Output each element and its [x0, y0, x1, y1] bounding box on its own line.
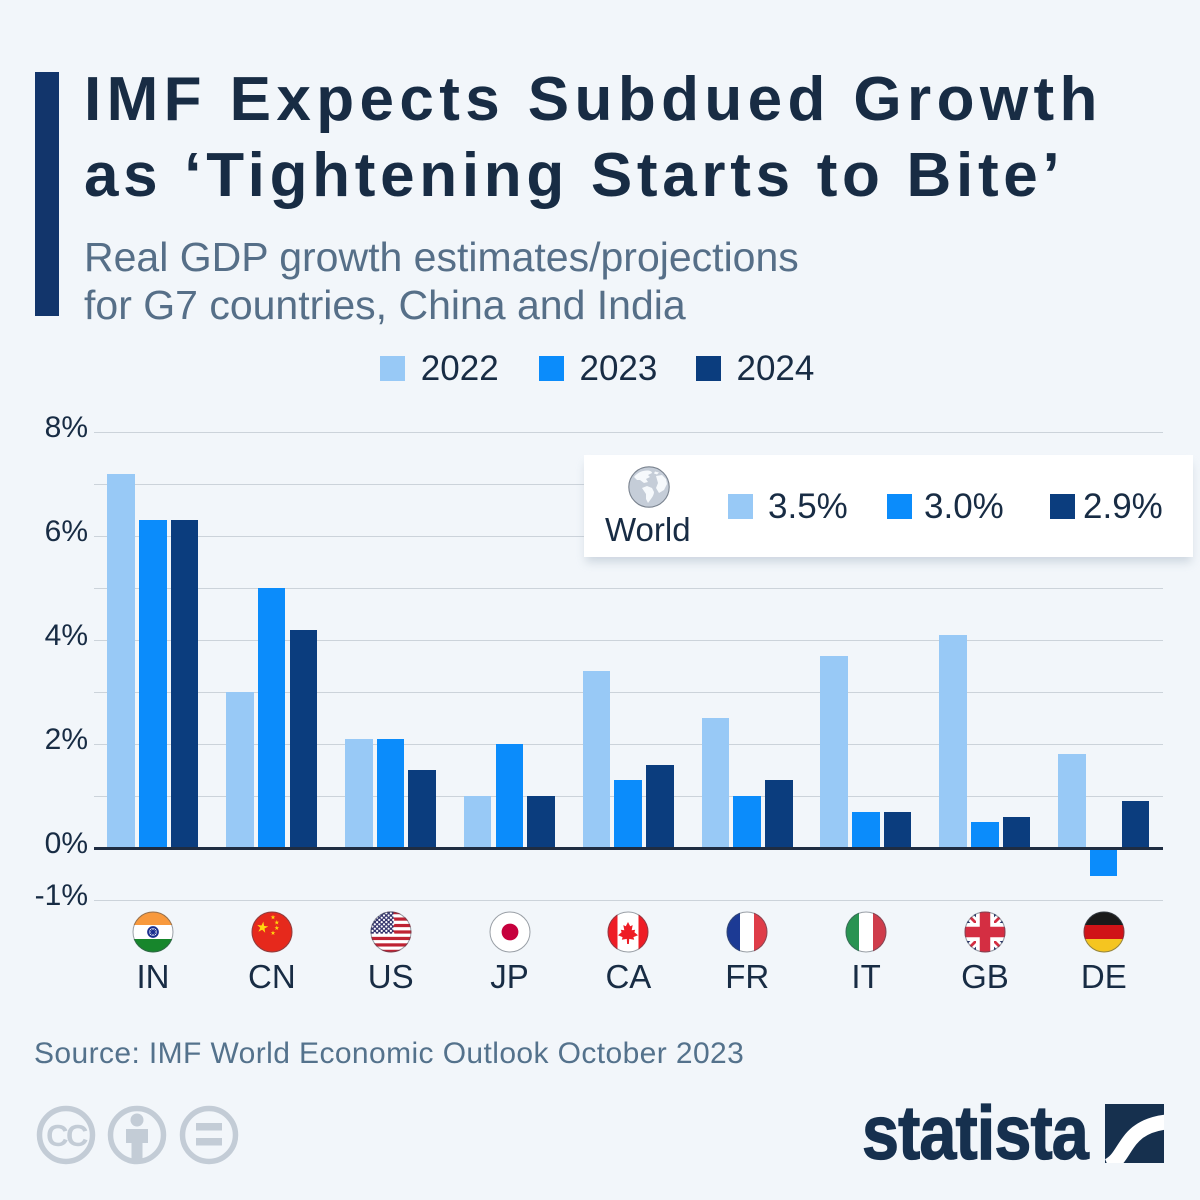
svg-text:CC: CC [46, 1118, 88, 1153]
